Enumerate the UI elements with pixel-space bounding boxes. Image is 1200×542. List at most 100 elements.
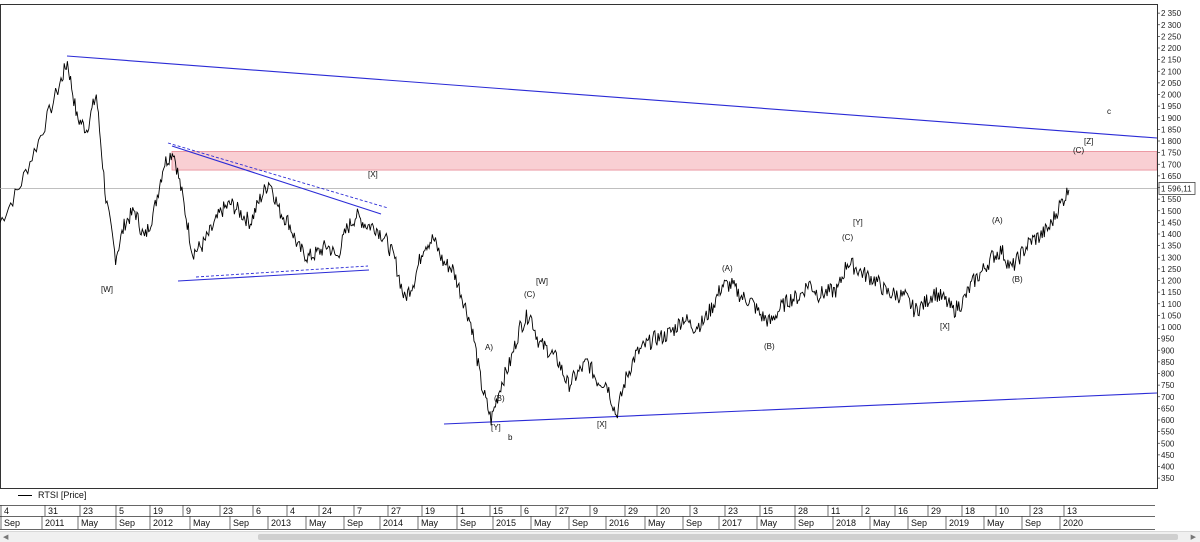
wave-label: (B) bbox=[494, 394, 505, 403]
y-tick-label: 650 bbox=[1161, 404, 1175, 413]
x-month-label: 2019 bbox=[949, 518, 969, 528]
x-day-label: 27 bbox=[559, 506, 569, 516]
y-tick-label: 2 200 bbox=[1161, 44, 1182, 53]
x-day-label: 4 bbox=[290, 506, 295, 516]
triangle-lower-dashed-line bbox=[195, 265, 369, 278]
x-day-label: 23 bbox=[223, 506, 233, 516]
wave-label: A) bbox=[485, 343, 493, 352]
x-month-label: May bbox=[193, 518, 211, 528]
wave-label: (A) bbox=[722, 264, 733, 273]
y-tick-label: 1 150 bbox=[1161, 288, 1182, 297]
x-day-label: 29 bbox=[931, 506, 941, 516]
wave-label: [Y] bbox=[491, 423, 501, 432]
wave-label: (B) bbox=[1012, 275, 1023, 284]
wave-label: [X] bbox=[368, 170, 378, 179]
x-month-label: Sep bbox=[911, 518, 927, 528]
rtsi-chart: 1 596,11 2 350 2 300 2 250 2 200 2 150 2 100 2 … bbox=[0, 4, 1196, 530]
y-tick-label: 1 900 bbox=[1161, 114, 1182, 123]
x-month-label: 2011 bbox=[45, 518, 64, 528]
x-day-label: 13 bbox=[1067, 506, 1077, 516]
y-tick-label: 850 bbox=[1161, 358, 1175, 367]
x-day-label: 1 bbox=[460, 506, 465, 516]
x-month-label: 2020 bbox=[1063, 518, 1083, 528]
y-tick-label: 1 350 bbox=[1161, 242, 1182, 251]
x-month-label: Sep bbox=[347, 518, 363, 528]
x-day-label: 23 bbox=[728, 506, 738, 516]
x-day-label: 29 bbox=[628, 506, 638, 516]
x-day-label: 7 bbox=[357, 506, 362, 516]
y-tick-label: 800 bbox=[1161, 370, 1175, 379]
x-day-label: 31 bbox=[48, 506, 58, 516]
scroll-right-icon[interactable]: ▶ bbox=[1190, 534, 1196, 541]
y-tick-label: 1 200 bbox=[1161, 277, 1182, 286]
x-day-label: 2 bbox=[865, 506, 870, 516]
x-month-label: May bbox=[648, 518, 666, 528]
scroll-left-icon[interactable]: ◀ bbox=[3, 534, 9, 541]
wave-label: [Y] bbox=[853, 218, 863, 227]
y-tick-label: 1 450 bbox=[1161, 218, 1182, 227]
y-tick-label: 2 250 bbox=[1161, 32, 1182, 41]
y-tick-label: 950 bbox=[1161, 335, 1175, 344]
x-day-label: 27 bbox=[391, 506, 401, 516]
x-day-label: 19 bbox=[153, 506, 163, 516]
x-month-label: Sep bbox=[572, 518, 588, 528]
price-series-line bbox=[0, 61, 1070, 426]
x-day-label: 24 bbox=[322, 506, 332, 516]
y-tick-label: 1 950 bbox=[1161, 102, 1182, 111]
legend: RTSI [Price] bbox=[18, 490, 86, 500]
lower-trend-line bbox=[443, 392, 1158, 425]
triangle-upper-line bbox=[171, 145, 382, 215]
x-day-label: 3 bbox=[693, 506, 698, 516]
triangle-lower-line bbox=[177, 269, 370, 282]
x-month-label: May bbox=[421, 518, 439, 528]
y-tick-label: 750 bbox=[1161, 381, 1175, 390]
y-tick-label: 600 bbox=[1161, 416, 1175, 425]
y-tick-label: 450 bbox=[1161, 451, 1175, 460]
x-month-label: Sep bbox=[1025, 518, 1041, 528]
y-tick-label: 350 bbox=[1161, 474, 1175, 483]
x-day-label: 28 bbox=[798, 506, 808, 516]
x-day-label: 5 bbox=[119, 506, 124, 516]
y-tick-label: 1 500 bbox=[1161, 207, 1182, 216]
scroll-thumb[interactable] bbox=[258, 534, 1178, 540]
price-tag-box bbox=[1158, 182, 1196, 195]
x-month-label: 2014 bbox=[383, 518, 403, 528]
x-day-label: 6 bbox=[256, 506, 261, 516]
y-tick-label: 500 bbox=[1161, 439, 1175, 448]
y-tick-label: 2 100 bbox=[1161, 67, 1182, 76]
y-tick-label: 900 bbox=[1161, 346, 1175, 355]
x-month-label: May bbox=[81, 518, 99, 528]
x-month-label: May bbox=[873, 518, 891, 528]
wave-label: [X] bbox=[597, 420, 607, 429]
wave-label: [Z] bbox=[1084, 137, 1093, 146]
y-tick-label: 1 250 bbox=[1161, 265, 1182, 274]
y-tick-label: 400 bbox=[1161, 463, 1175, 472]
horizontal-scrollbar[interactable]: ◀ ▶ bbox=[0, 531, 1200, 542]
y-tick-label: 2 150 bbox=[1161, 56, 1182, 65]
x-month-label: May bbox=[987, 518, 1005, 528]
x-month-label: Sep bbox=[119, 518, 135, 528]
y-tick-label: 1 100 bbox=[1161, 300, 1182, 309]
x-month-label: 2015 bbox=[496, 518, 516, 528]
y-tick-label: 1 750 bbox=[1161, 149, 1182, 158]
x-month-label: May bbox=[534, 518, 552, 528]
wave-label: (B) bbox=[764, 342, 775, 351]
y-tick-label: 1 550 bbox=[1161, 195, 1182, 204]
wave-label: (C) bbox=[1073, 146, 1084, 155]
y-tick-label: 1 650 bbox=[1161, 172, 1182, 181]
x-month-label: Sep bbox=[798, 518, 814, 528]
x-month-label: 2012 bbox=[153, 518, 173, 528]
triangle-upper-dashed-line bbox=[167, 142, 389, 209]
y-tick-label: 2 000 bbox=[1161, 91, 1182, 100]
upper-trend-line bbox=[66, 55, 1158, 139]
x-day-label: 11 bbox=[831, 506, 840, 516]
y-tick-label: 1 050 bbox=[1161, 311, 1182, 320]
y-tick-label: 2 050 bbox=[1161, 79, 1182, 88]
x-month-label: May bbox=[760, 518, 778, 528]
x-month-label: Sep bbox=[460, 518, 476, 528]
x-day-label: 18 bbox=[965, 506, 975, 516]
x-month-label: May bbox=[309, 518, 327, 528]
y-tick-label: 1 000 bbox=[1161, 323, 1182, 332]
wave-label: [X] bbox=[940, 322, 950, 331]
